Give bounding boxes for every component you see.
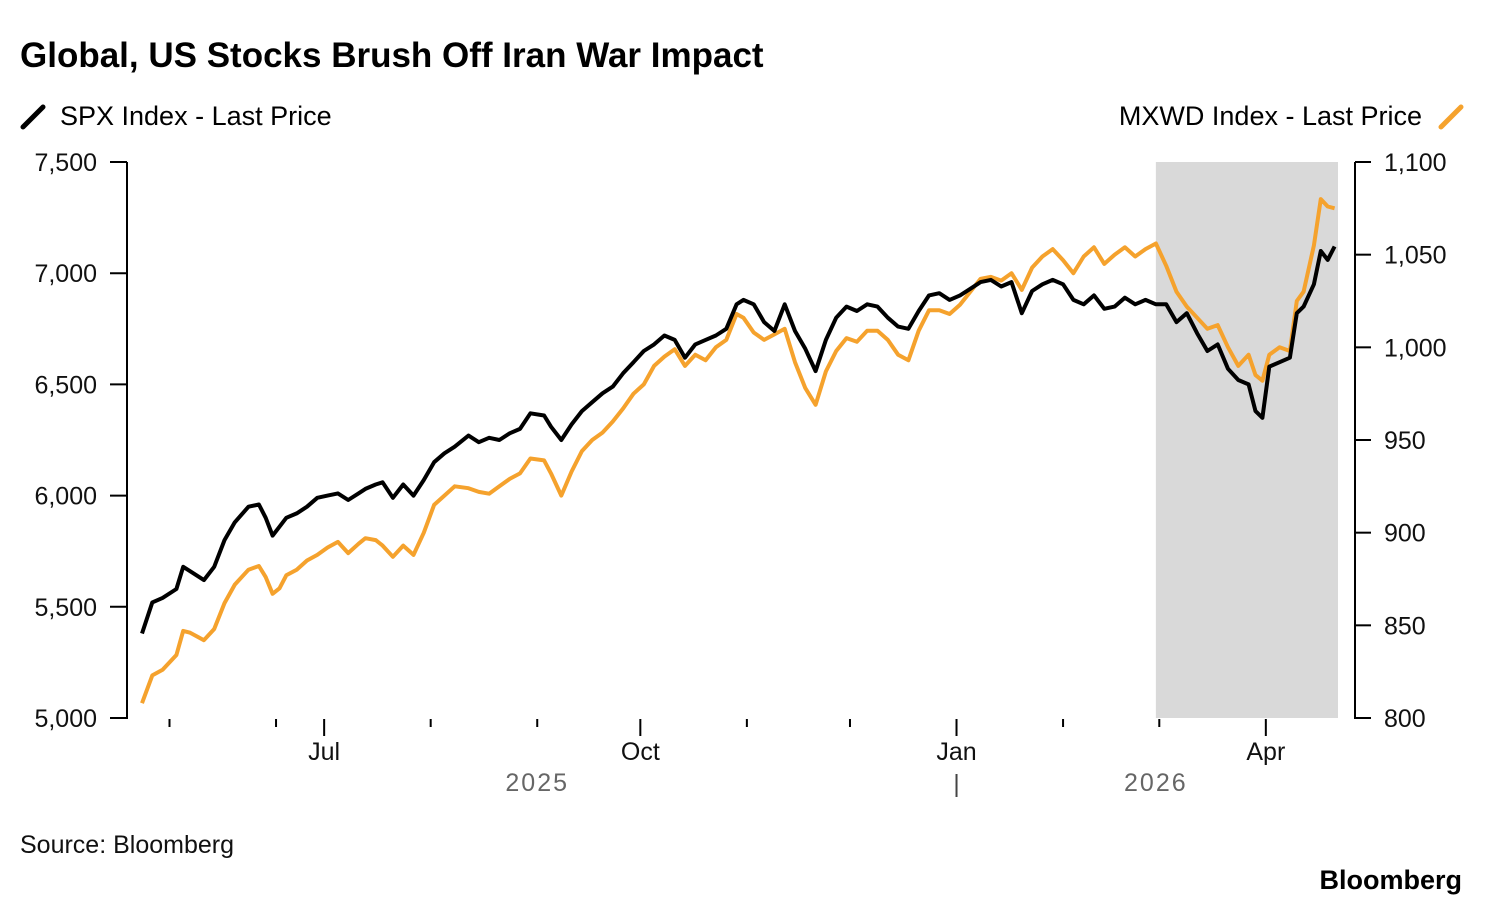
shaded-region (1155, 162, 1338, 718)
series-line-mxwd (140, 197, 1336, 704)
x-year-label: 2025 (505, 769, 569, 797)
legend-spx-swatch (20, 104, 46, 130)
legend-mxwd: MXWD Index - Last Price (1119, 101, 1464, 131)
right-tick-label: 800 (1384, 705, 1426, 733)
x-year-label: 2026 (1124, 769, 1188, 797)
right-tick-label: 850 (1384, 612, 1426, 640)
left-tick-label: 7,000 (34, 260, 97, 288)
left-tick-label: 6,000 (34, 483, 97, 511)
x-tick-label: Jul (308, 738, 340, 766)
legend-mxwd-swatch (1438, 104, 1464, 130)
left-tick-label: 5,000 (34, 705, 97, 733)
x-tick-label: Apr (1246, 738, 1285, 766)
x-tick-label: Oct (621, 738, 660, 766)
left-tick-label: 5,500 (34, 594, 97, 622)
x-axis: Jul Oct Jan Apr 2025 2026 (168, 719, 1285, 797)
right-tick-label: 1,000 (1384, 334, 1447, 362)
right-tick-label: 950 (1384, 427, 1426, 455)
legend-mxwd-label: MXWD Index - Last Price (1119, 101, 1422, 131)
left-tick-label: 6,500 (34, 371, 97, 399)
x-tick-label: Jan (936, 738, 976, 766)
right-axis: 1,100 1,050 1,000 950 900 850 800 (1354, 149, 1447, 733)
series-line-spx (140, 245, 1337, 635)
chart-title: Global, US Stocks Brush Off Iran War Imp… (20, 36, 764, 75)
legend-spx-label: SPX Index - Last Price (60, 101, 332, 131)
left-tick-label: 7,500 (34, 149, 97, 177)
right-tick-label: 1,050 (1384, 242, 1447, 270)
legend-spx: SPX Index - Last Price (20, 101, 332, 131)
right-tick-label: 900 (1384, 520, 1426, 548)
bloomberg-logo: Bloomberg (1319, 865, 1462, 895)
left-axis: 7,500 7,000 6,500 6,000 5,500 5,000 (34, 149, 128, 733)
source-note: Source: Bloomberg (20, 831, 234, 859)
right-tick-label: 1,100 (1384, 149, 1447, 177)
